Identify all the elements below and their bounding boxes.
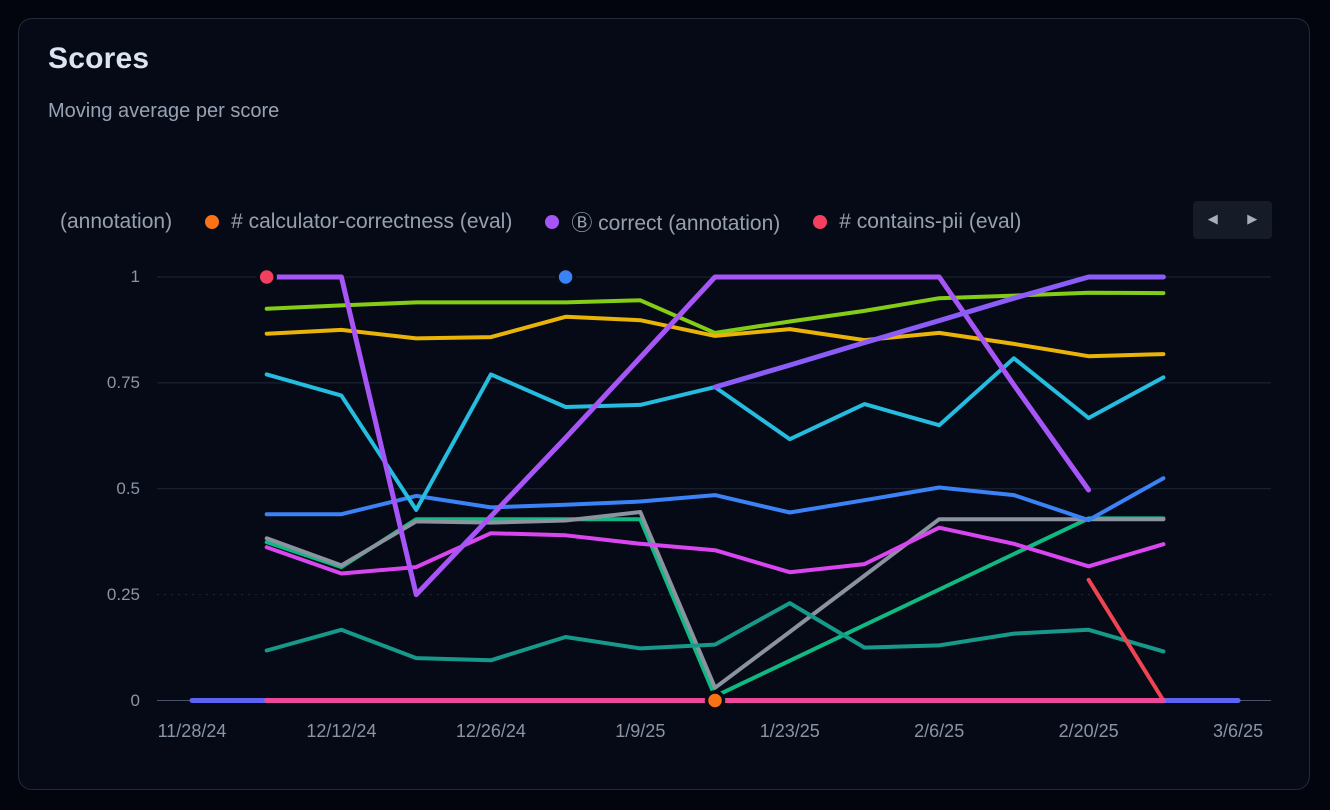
x-axis-label: 1/9/25 (615, 721, 666, 741)
x-axis-label: 12/26/24 (455, 721, 526, 741)
line-series (264, 356, 1166, 512)
x-axis-label: 2/20/25 (1058, 721, 1119, 741)
legend-item: # calculator-correctness (eval) (205, 210, 512, 234)
legend-item: Ⓑ correct (annotation) (545, 207, 780, 237)
line-series (264, 290, 1166, 335)
line-series (264, 516, 1166, 699)
y-axis-label: 0.75 (106, 372, 140, 392)
legend-item-label: # contains-pii (eval) (839, 210, 1022, 233)
legend-prev-button[interactable]: ◀ (1193, 201, 1233, 239)
y-axis-label: 0.25 (106, 584, 140, 604)
blue-point-marker (555, 266, 576, 288)
x-axis-label: 12/12/24 (306, 721, 377, 741)
x-axis-label: 1/23/25 (759, 721, 820, 741)
x-axis-label: 3/6/25 (1213, 721, 1264, 741)
legend-next-button[interactable]: ▶ (1233, 201, 1273, 239)
legend-item: # contains-pii (eval) (813, 210, 1021, 234)
x-axis-label: 2/6/25 (914, 721, 965, 741)
line-series (264, 525, 1166, 576)
y-axis-label: 0 (130, 690, 140, 710)
y-axis-label: 0.5 (116, 478, 140, 498)
line-series (712, 274, 1166, 390)
page-subtitle: Moving average per score (48, 100, 280, 122)
legend-item: (annotation) (60, 210, 172, 234)
chevron-right-icon: ▶ (1247, 212, 1258, 227)
line-series (264, 476, 1166, 523)
legend-color-dot (813, 215, 828, 229)
legend-item-label: # calculator-correctness (eval) (231, 210, 513, 233)
chart-legend: (annotation) # calculator-correctness (ev… (48, 203, 1168, 241)
legend-item-label: Ⓑ correct (annotation) (571, 212, 781, 235)
line-series (264, 510, 1166, 690)
scores-card (18, 18, 1310, 790)
line-series (1086, 577, 1166, 703)
orange-point-marker (704, 690, 726, 711)
y-axis-label: 1 (130, 267, 140, 286)
chevron-left-icon: ◀ (1207, 212, 1218, 227)
x-axis-label: 11/28/24 (157, 721, 227, 741)
legend-color-dot (545, 215, 560, 229)
legend-pager: ◀ ▶ (1193, 201, 1272, 239)
page-title: Scores (48, 42, 150, 75)
legend-color-dot (205, 215, 220, 229)
legend-item-label: (annotation) (60, 210, 173, 233)
line-series (264, 274, 1092, 598)
line-series (264, 314, 1166, 359)
red-point-marker (256, 266, 277, 288)
line-series (264, 601, 1166, 663)
